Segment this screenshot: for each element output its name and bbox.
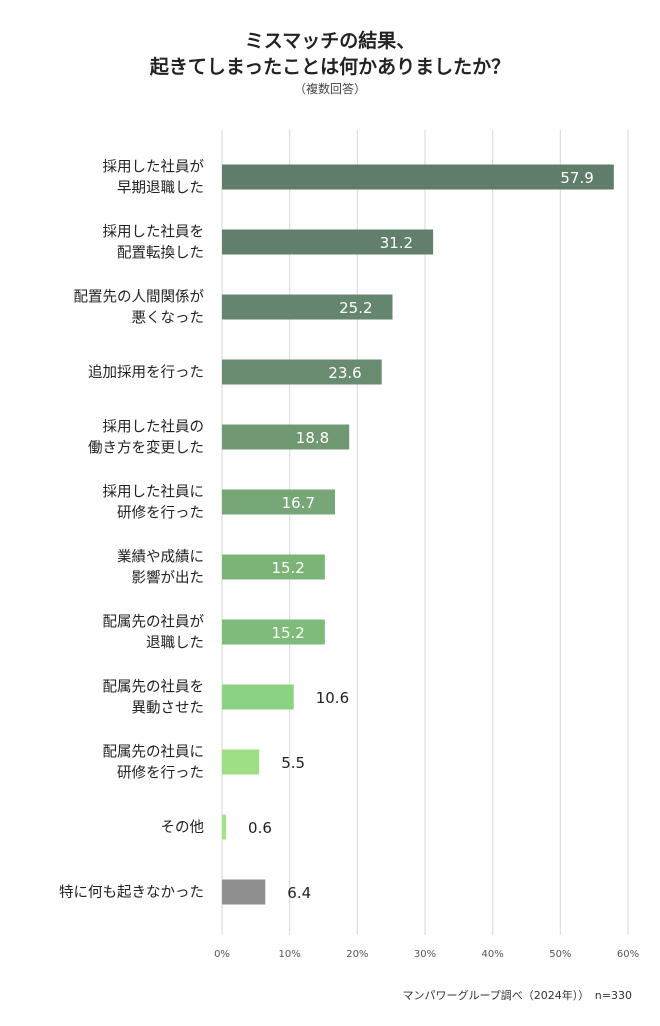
chart-title-line-1: ミスマッチの結果、	[244, 30, 416, 52]
category-label: 配置転換した	[117, 245, 204, 262]
category-label: 異動させた	[132, 700, 205, 717]
category-label: 採用した社員を	[103, 224, 205, 241]
data-label: 23.6	[328, 364, 361, 382]
x-tick-label: 40%	[482, 949, 504, 960]
x-tick-label: 50%	[549, 949, 571, 960]
category-label: 退職した	[146, 635, 204, 652]
data-label: 31.2	[380, 234, 413, 252]
data-label: 25.2	[339, 299, 372, 317]
chart-title: ミスマッチの結果、 起きてしまったことは何かありましたか？	[0, 28, 660, 80]
data-label: 10.6	[316, 689, 349, 707]
category-label: 配置先の人間関係が	[74, 289, 205, 306]
data-label: 15.2	[271, 624, 304, 642]
category-label: 働き方を変更した	[88, 440, 204, 457]
category-label: 悪くなった	[132, 310, 205, 327]
data-label: 5.5	[281, 754, 305, 772]
category-label: 追加採用を行った	[88, 364, 204, 381]
data-label: 6.4	[287, 884, 311, 902]
data-label: 57.9	[560, 169, 593, 187]
category-label: その他	[161, 819, 205, 836]
bar	[222, 749, 260, 775]
bar	[222, 164, 614, 190]
category-label: 研修を行った	[117, 505, 204, 522]
bar	[222, 294, 393, 320]
chart-title-line-2: 起きてしまったことは何かありましたか？	[149, 56, 511, 78]
bar	[222, 619, 325, 645]
bar	[222, 684, 294, 710]
category-label: 配属先の社員に	[103, 744, 205, 761]
data-label: 0.6	[248, 819, 272, 837]
data-label: 15.2	[271, 559, 304, 577]
chart-subtitle: （複数回答）	[293, 82, 366, 96]
bar	[222, 424, 350, 450]
category-label: 配属先の社員を	[103, 679, 205, 696]
bar	[222, 554, 325, 580]
bar	[222, 814, 227, 840]
source-note: マンパワーグループ調べ（2024年）） n=330	[402, 989, 632, 1002]
bar	[222, 359, 382, 385]
bar	[222, 879, 266, 905]
category-label: 研修を行った	[117, 765, 204, 782]
category-label: 影響が出た	[132, 569, 205, 587]
x-tick-label: 10%	[279, 949, 301, 960]
x-tick-label: 20%	[346, 949, 368, 960]
category-label: 採用した社員に	[103, 484, 205, 501]
category-label: 採用した社員が	[103, 159, 205, 176]
data-label: 16.7	[282, 494, 315, 512]
category-label: 早期退職した	[117, 180, 204, 197]
category-label: 業績や成績に	[117, 549, 204, 566]
bar	[222, 229, 434, 255]
bar	[222, 489, 336, 515]
category-label: 配属先の社員が	[103, 614, 205, 631]
category-label: 特に何も起きなかった	[59, 884, 204, 901]
x-tick-label: 30%	[414, 949, 436, 960]
x-tick-label: 60%	[617, 949, 639, 960]
category-label: 採用した社員の	[103, 419, 205, 436]
data-label: 18.8	[296, 429, 329, 447]
x-tick-label: 0%	[214, 949, 230, 960]
